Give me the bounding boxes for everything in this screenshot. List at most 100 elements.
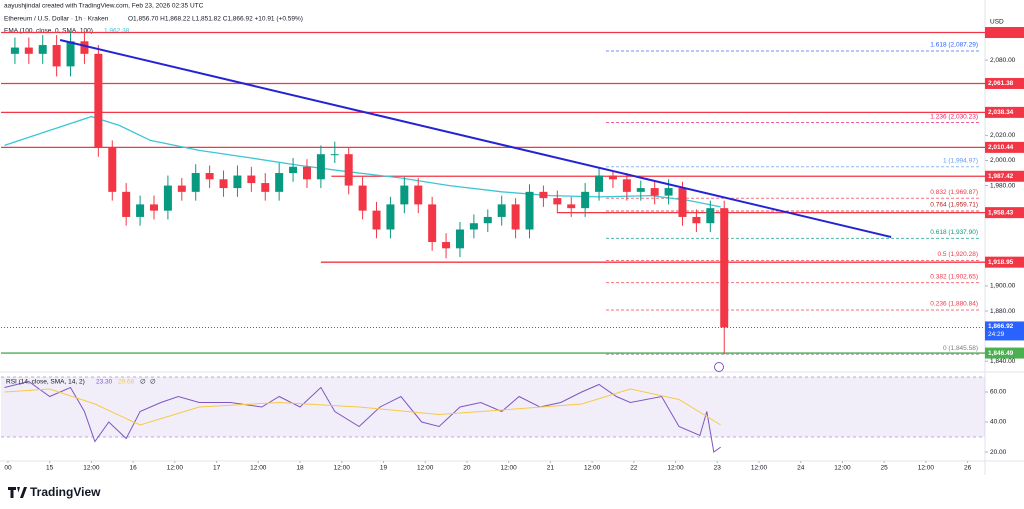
x-tick-label: 22 [630,465,638,472]
candle-body [400,185,409,205]
candle-body [302,166,311,180]
candle-body [386,204,395,230]
level-badge [985,347,1024,359]
rsi-title: RSI (14, close, SMA, 14, 2) [6,379,85,386]
x-tick-label: 21 [547,465,555,472]
x-tick-label: 12:00 [501,465,518,472]
ohlc: O1,856.70 H1,868.22 L1,851.82 C1,866.92 … [128,16,303,23]
x-tick-label: 12:00 [584,465,601,472]
candle-body [567,204,576,209]
fib-label: 1.236 (2,030.23) [930,113,978,120]
candle-body [163,185,172,211]
candle-body [316,154,325,180]
y-tick-label: 2,080.00 [990,57,1016,64]
y-tick-label: 1,900.00 [990,283,1016,290]
level-label: 2,061.38 [988,80,1014,87]
y-tick-label: 1,840.00 [990,358,1016,365]
rsi-readout: 29.68 [118,379,135,386]
candle-body [38,45,47,54]
x-tick-label: 16 [130,465,138,472]
level-badge [985,207,1024,219]
fib-label: 0 (1,845.58) [943,345,978,352]
x-tick-label: 12:00 [751,465,768,472]
candle-body [372,210,381,230]
candle-body [10,47,19,54]
fib-label: 0.764 (1,959.71) [930,202,978,209]
ema-label: EMA (100, close, 0, SMA, 100) [4,28,93,35]
x-tick-label: 00 [4,465,12,472]
candle-body [136,204,145,217]
candle-body [358,185,367,211]
candle-body [80,41,89,54]
candle-body [428,204,437,243]
fib-label: 0.236 (1,880.84) [930,301,978,308]
candle-body [581,191,590,209]
countdown: 24:29 [988,331,1005,338]
candle-body [177,185,186,192]
candle-body [247,175,256,184]
candle-body [553,198,562,205]
x-tick-label: 19 [380,465,388,472]
candle-body [66,41,75,67]
level-label: 2,038.34 [988,109,1014,116]
candle-body [149,204,158,211]
x-tick-label: 12:00 [83,465,100,472]
y-tick-label: 40.00 [990,419,1007,426]
candle-body [636,188,645,192]
brand: TradingView [30,485,101,499]
rsi-band [1,376,985,438]
fib-label: 1 (1,994.97) [943,158,978,165]
fib-label: 0.832 (1,969.87) [930,189,978,196]
candle-body [330,154,339,156]
level-label: 2,010.44 [988,144,1014,151]
candle-body [122,191,131,217]
x-tick-label: 12:00 [667,465,684,472]
ema-value: 1,962.38 [104,28,130,35]
candle-body [455,229,464,249]
y-tick-label: 20.00 [990,449,1007,456]
x-tick-label: 12:00 [167,465,184,472]
symbol: Ethereum / U.S. Dollar · 1h · Kraken [4,16,109,23]
credit: aayushjindal created with TradingView.co… [4,3,204,10]
x-tick-label: 12:00 [834,465,851,472]
candle-body [622,179,631,192]
candle-body [205,173,214,180]
y-tick-label: 1,880.00 [990,308,1016,315]
candle-body [595,175,604,192]
rsi-line [4,380,721,453]
x-tick-label: 25 [881,465,889,472]
level-badge [985,77,1024,89]
level-label: 1,958.43 [988,209,1014,216]
level-badge [985,27,1024,39]
candle-body [233,175,242,189]
candle-body [608,175,617,180]
level-badge [985,256,1024,268]
rsi-readout: 23.30 [96,379,113,386]
fib-label: 1.618 (2,087.29) [930,42,978,49]
candle-body [275,173,284,192]
x-tick-label: 12:00 [334,465,351,472]
fib-label: 0.618 (1,937.90) [930,229,978,236]
logo: TradingView [8,485,101,499]
level-label: 1,918.95 [988,259,1014,266]
candle-body [706,208,715,224]
logo-icon [8,487,27,498]
candle-body [191,173,200,192]
x-tick-label: 18 [296,465,304,472]
x-tick-label: 12:00 [918,465,935,472]
candle-body [414,185,423,205]
rsi-line [4,388,721,426]
candle-body [261,183,270,192]
y-tick-label: 2,000.00 [990,157,1016,164]
candle-body [483,216,492,224]
candle-body [24,47,33,54]
x-tick-label: 20 [463,465,471,472]
y-tick-label: 2,020.00 [990,132,1016,139]
fib-label: 0.5 (1,920.28) [938,251,978,258]
level-badge [985,170,1024,182]
trend-line [59,39,892,238]
level-label: 1,846.49 [988,350,1014,357]
candle-body [289,166,298,174]
candle-body [94,53,103,148]
